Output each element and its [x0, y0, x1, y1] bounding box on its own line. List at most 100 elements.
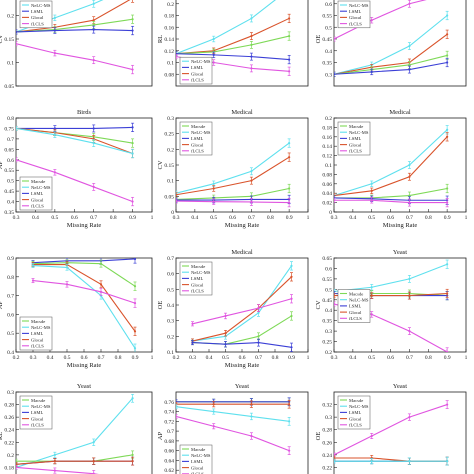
x-tick-label: 0.5	[222, 355, 229, 361]
y-tick-label: 0.16	[164, 25, 174, 31]
legend-label: Glocal	[31, 337, 44, 342]
x-tick-label: 0.9	[129, 215, 136, 221]
series-line	[176, 156, 290, 196]
data-point	[288, 17, 291, 20]
y-tick-label: 0.6	[325, 266, 332, 272]
y-tick-label: 0.18	[4, 465, 14, 471]
chart-title: Yeast	[77, 383, 91, 390]
legend-label: Macsde	[191, 264, 205, 269]
x-tick-label: 1	[307, 355, 310, 361]
data-point	[446, 403, 449, 406]
y-tick-label: 0.64	[164, 458, 174, 464]
x-tick-label: 0.9	[288, 355, 295, 361]
legend-label: NeLC-MS	[191, 59, 211, 64]
data-point	[131, 29, 134, 32]
legend-label: LSML	[191, 276, 203, 281]
legend-label: fLCLS	[191, 472, 204, 474]
legend-label: LSML	[191, 65, 203, 70]
y-tick-label: 0.1	[167, 179, 174, 185]
x-tick-label: 0.3	[331, 355, 338, 361]
series-line	[176, 415, 290, 452]
x-tick-label: 0.2	[173, 355, 180, 361]
data-point	[288, 34, 291, 38]
y-tick-label: 0.32	[322, 403, 332, 409]
data-point	[250, 34, 253, 38]
data-point	[334, 73, 336, 76]
series-line	[16, 43, 133, 71]
y-tick-label: 0.26	[322, 440, 332, 446]
y-tick-label: 0.3	[167, 116, 174, 122]
y-axis-label: OE	[157, 301, 164, 310]
data-point	[446, 33, 449, 36]
y-tick-label: 0.3	[325, 415, 332, 421]
legend-label: fLCLS	[191, 149, 204, 154]
legend-label: fLCLS	[191, 78, 204, 83]
data-point	[133, 302, 137, 305]
data-point	[133, 258, 137, 261]
series-line	[192, 298, 292, 325]
x-tick-label: 0.4	[47, 355, 54, 361]
legend-label: Glocal	[191, 71, 204, 76]
y-tick-label: 0.35	[322, 61, 332, 67]
data-point	[92, 185, 95, 189]
data-point	[370, 434, 373, 438]
data-point	[131, 18, 134, 21]
y-axis-label: RL	[0, 432, 4, 440]
x-tick-label: 0.3	[189, 355, 196, 361]
data-point	[446, 54, 449, 57]
series-line	[176, 142, 290, 194]
data-point	[257, 341, 260, 344]
chart-panel: 0.160.180.20.220.240.260.280.3RLYeastMac…	[0, 383, 153, 474]
data-point	[92, 23, 95, 26]
data-point	[212, 403, 215, 406]
x-tick-label: 0.4	[191, 215, 198, 221]
data-point	[92, 28, 95, 31]
y-tick-label: 0.5	[167, 287, 174, 293]
series-line	[176, 198, 290, 201]
x-tick-label: 0.3	[13, 215, 20, 221]
legend-label: fLCLS	[31, 344, 44, 349]
x-tick-label: 0.3	[173, 215, 180, 221]
legend-label: Macsde	[349, 398, 363, 403]
y-tick-label: 0.14	[322, 144, 332, 150]
y-tick-label: 0.02	[322, 201, 332, 207]
series-line	[334, 54, 448, 75]
series-group	[334, 125, 449, 208]
legend-label: Glocal	[349, 142, 362, 147]
y-tick-label: 0.25	[164, 132, 174, 138]
x-tick-label: 0.5	[210, 215, 217, 221]
x-tick-label: 0.7	[255, 355, 262, 361]
chart-title: Medical	[231, 249, 252, 256]
y-tick-label: 0.1	[167, 61, 174, 67]
chart-title: Medical	[231, 109, 252, 116]
data-point	[92, 59, 95, 62]
data-point	[131, 126, 134, 129]
data-point	[131, 460, 134, 463]
y-tick-label: 0.2	[7, 14, 14, 20]
y-tick-label: 0.5	[7, 179, 14, 185]
legend-label: LSML	[349, 9, 361, 14]
legend-label: fLCLS	[31, 21, 44, 26]
y-tick-label: 0.3	[167, 319, 174, 325]
data-point	[224, 332, 227, 335]
y-tick-label: 0.25	[322, 340, 332, 346]
data-point	[133, 330, 137, 333]
data-point	[370, 460, 373, 463]
data-point	[53, 469, 56, 472]
data-point	[224, 314, 227, 318]
series-line	[16, 460, 133, 465]
x-tick-label: 0.7	[406, 215, 413, 221]
x-axis-label: Missing Rate	[225, 362, 260, 369]
y-tick-label: 0.08	[322, 172, 332, 178]
y-tick-label: 0.66	[164, 449, 174, 455]
y-tick-label: 0.35	[4, 210, 14, 216]
data-point	[290, 275, 293, 278]
y-tick-label: 0.24	[4, 428, 14, 434]
legend-label: fLCLS	[349, 149, 362, 154]
x-tick-label: 0.8	[425, 355, 432, 361]
data-point	[92, 141, 95, 145]
data-point	[250, 67, 253, 70]
data-point	[288, 201, 291, 204]
